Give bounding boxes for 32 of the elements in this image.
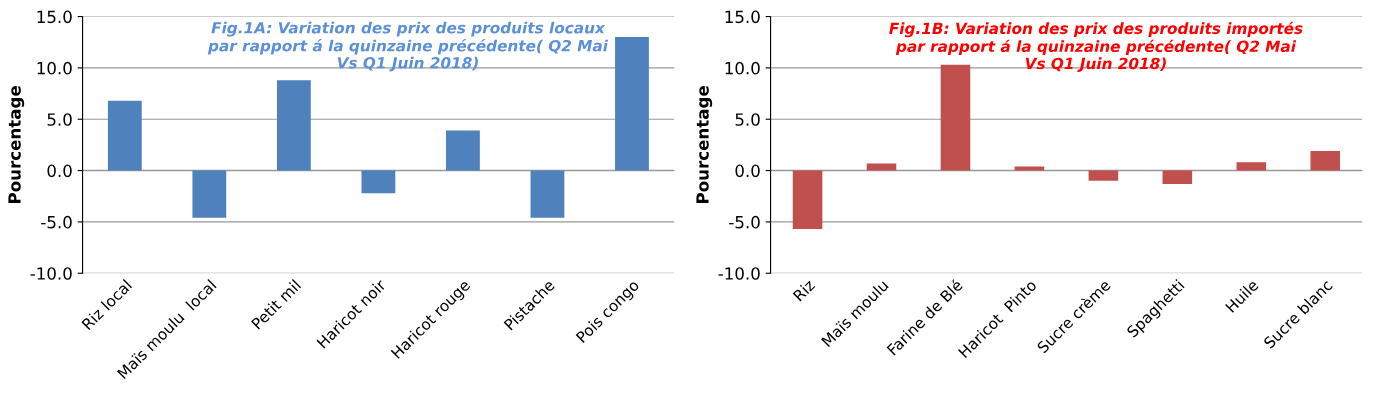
y-tick-label: -10.0: [30, 267, 72, 280]
bar: [1236, 162, 1267, 171]
bar: [1162, 170, 1193, 184]
bar: [276, 80, 311, 171]
y-tick-label: -5.0: [41, 215, 72, 229]
bar: [192, 170, 227, 218]
y-tick-label: 5.0: [735, 113, 760, 126]
y-tick-label: 0.0: [47, 164, 72, 178]
y-tick-label: 15.0: [37, 10, 72, 24]
bar: [1310, 151, 1341, 171]
text: Fig.1A: Variation des prix des produits locaux par rapport á la quinzaine précédente( Q2 Mai Vs Q1 Juin 2018): [207, 21, 609, 72]
y-tick-label: 10.0: [725, 61, 760, 75]
bar: [1014, 166, 1045, 171]
y-tick-label: 15.0: [725, 10, 760, 24]
text: Fig.1B: Variation des prix des produits importés par rapport á la quinzaine précédente( Q2 Mai Vs Q1 Juin 2018): [889, 21, 1303, 73]
y-tick-label: -10.0: [718, 267, 760, 280]
bar: [107, 100, 142, 171]
bar: [530, 170, 565, 218]
y-axis-title: Pourcentage: [8, 86, 25, 203]
y-tick-label: -5.0: [729, 215, 760, 229]
y-tick-label: 10.0: [37, 61, 72, 75]
x-tick-label: Riz: [792, 278, 816, 302]
bar: [940, 64, 971, 171]
bar: [361, 170, 396, 194]
y-tick-label: 5.0: [47, 113, 72, 126]
bar: [615, 37, 649, 171]
bar: [792, 170, 823, 230]
y-tick-label: 0.0: [735, 164, 760, 178]
bar: [446, 130, 480, 171]
y-axis-title: Pourcentage: [696, 86, 713, 203]
bar: [866, 163, 897, 171]
bar: [1088, 170, 1119, 181]
